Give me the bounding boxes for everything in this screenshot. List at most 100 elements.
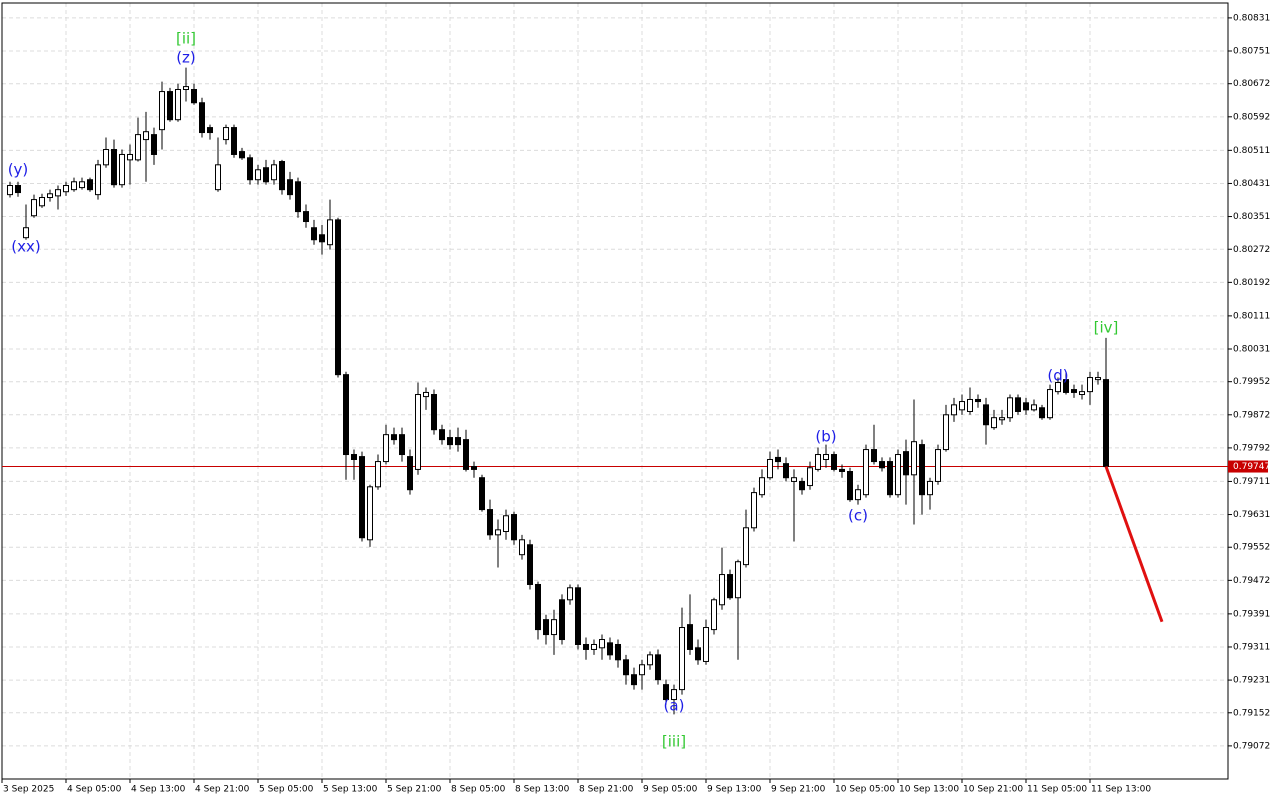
candle-body	[311, 227, 317, 241]
x-tick-label: 10 Sep 05:00	[835, 785, 895, 795]
y-tick-label: 0.80431	[1233, 179, 1270, 189]
candle-body	[983, 404, 989, 426]
candle-body	[207, 127, 213, 134]
candle-body	[471, 466, 477, 470]
candle-body	[567, 587, 573, 601]
candle-body	[255, 169, 261, 181]
candle-body	[695, 647, 701, 661]
x-tick-label: 4 Sep 13:00	[131, 785, 186, 795]
candle-body	[511, 514, 517, 541]
candle-body	[703, 627, 709, 662]
candle-body	[911, 441, 917, 476]
x-tick-label: 5 Sep 13:00	[323, 785, 378, 795]
candle-body	[231, 127, 237, 155]
x-tick-label: 11 Sep 05:00	[1027, 785, 1087, 795]
candle-body	[159, 91, 165, 131]
candle-body	[239, 151, 245, 159]
x-tick-label: 9 Sep 05:00	[643, 785, 698, 795]
x-tick-label: 11 Sep 13:00	[1091, 785, 1151, 795]
candle-body	[1015, 397, 1021, 412]
x-tick-label: 3 Sep 2025	[3, 785, 54, 795]
candle-body	[559, 599, 565, 641]
candle-body	[823, 454, 829, 460]
y-tick-label: 0.80192	[1233, 278, 1270, 288]
candle-body	[1039, 407, 1045, 419]
candle-body	[63, 185, 69, 193]
candle-body	[839, 468, 845, 472]
candle-body	[15, 185, 21, 194]
candle-body	[1079, 391, 1085, 396]
candle-body	[783, 463, 789, 479]
candle-body	[319, 234, 325, 243]
candle-body	[55, 189, 61, 197]
candle-body	[383, 434, 389, 463]
candle-body	[527, 544, 533, 585]
candle-body	[1095, 377, 1101, 381]
candle-body	[127, 153, 133, 161]
wave-label: (a)	[664, 697, 685, 715]
candle-body	[1087, 377, 1093, 393]
candle-body	[623, 659, 629, 676]
candle-body	[167, 91, 173, 121]
y-tick-label: 0.80351	[1233, 212, 1270, 222]
y-tick-label: 0.79711	[1233, 477, 1270, 487]
candle-body	[183, 86, 189, 90]
candle-body	[431, 394, 437, 431]
candle-body	[711, 599, 717, 631]
y-tick-label: 0.80272	[1233, 245, 1270, 255]
wave-label: [ii]	[176, 30, 196, 48]
candle-body	[111, 149, 117, 186]
candle-body	[975, 398, 981, 403]
candle-body	[767, 458, 773, 479]
candle-body	[143, 131, 149, 141]
y-tick-label: 0.79072	[1233, 741, 1270, 751]
candle-body	[903, 451, 909, 476]
candle-body	[919, 444, 925, 496]
candle-body	[799, 480, 805, 491]
candle-body	[295, 181, 301, 213]
candle-body	[279, 161, 285, 191]
candle-body	[479, 477, 485, 511]
candle-body	[263, 167, 269, 183]
x-tick-label: 5 Sep 21:00	[387, 785, 442, 795]
candle-body	[439, 429, 445, 441]
candle-body	[591, 643, 597, 650]
candle-body	[1023, 402, 1029, 411]
candle-body	[415, 394, 421, 470]
candle-body	[727, 574, 733, 599]
candle-body	[191, 88, 197, 104]
wave-label: (c)	[848, 507, 868, 525]
candle-body	[447, 437, 453, 446]
candle-body	[1103, 379, 1109, 468]
candle-body	[759, 477, 765, 496]
candle-body	[463, 439, 469, 470]
candle-body	[607, 642, 613, 656]
candle-body	[335, 219, 341, 376]
plot-frame	[1, 2, 1229, 780]
candle-body	[663, 684, 669, 701]
candle-body	[831, 454, 837, 470]
candle-body	[119, 153, 125, 186]
candle-body	[655, 654, 661, 681]
candle-body	[135, 134, 141, 161]
candle-body	[1047, 389, 1053, 419]
candle-body	[575, 587, 581, 645]
candle-body	[495, 529, 501, 536]
candle-body	[943, 414, 949, 451]
candle-body	[351, 454, 357, 460]
candle-body	[951, 404, 957, 416]
x-tick-label: 4 Sep 21:00	[195, 785, 250, 795]
candle-body	[551, 619, 557, 636]
wave-label: (xx)	[11, 238, 40, 256]
candle-body	[375, 461, 381, 488]
candle-body	[599, 639, 605, 649]
candle-body	[399, 434, 405, 456]
candle-body	[503, 515, 509, 533]
y-tick-label: 0.79311	[1233, 642, 1270, 652]
candle-body	[871, 449, 877, 463]
y-tick-label: 0.80111	[1233, 311, 1270, 321]
y-tick-label: 0.79231	[1233, 676, 1270, 686]
x-tick-label: 10 Sep 13:00	[899, 785, 959, 795]
y-tick-label: 0.79952	[1233, 377, 1270, 387]
